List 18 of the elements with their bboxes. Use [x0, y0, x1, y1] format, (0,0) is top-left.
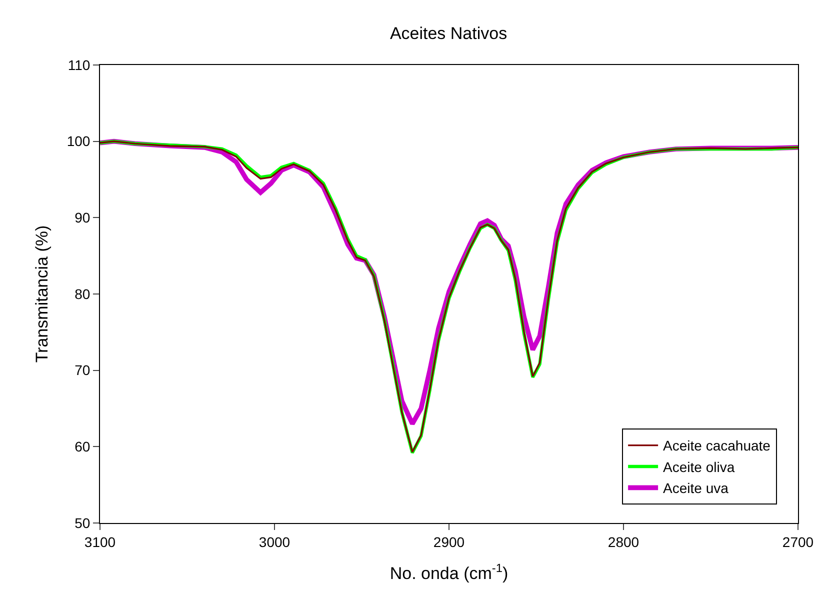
x-tick-label: 2900	[433, 534, 465, 550]
x-tick-label: 3000	[258, 534, 290, 550]
x-axis-title: No. onda (cm$^{-1}$)	[390, 561, 508, 584]
y-tick-label: 100	[66, 133, 90, 150]
x-tick-label: 2800	[608, 534, 640, 550]
y-axis-title: Transmitancia (%)	[32, 225, 52, 363]
x-tick-label: 2700	[782, 534, 814, 550]
legend-label: Aceite cacahuate	[663, 438, 771, 454]
y-tick-label: 70	[74, 362, 90, 378]
y-tick-label: 50	[74, 514, 90, 531]
x-tick-label: 3100	[84, 534, 116, 550]
legend-label: Aceite uva	[663, 480, 729, 496]
chart-title: Aceites Nativos	[390, 24, 508, 44]
y-tick-label: 60	[74, 438, 90, 455]
y-tick-label: 110	[68, 56, 90, 73]
y-tick-label: 90	[74, 210, 90, 226]
legend-label: Aceite oliva	[663, 458, 735, 475]
y-tick-label: 80	[74, 286, 90, 302]
